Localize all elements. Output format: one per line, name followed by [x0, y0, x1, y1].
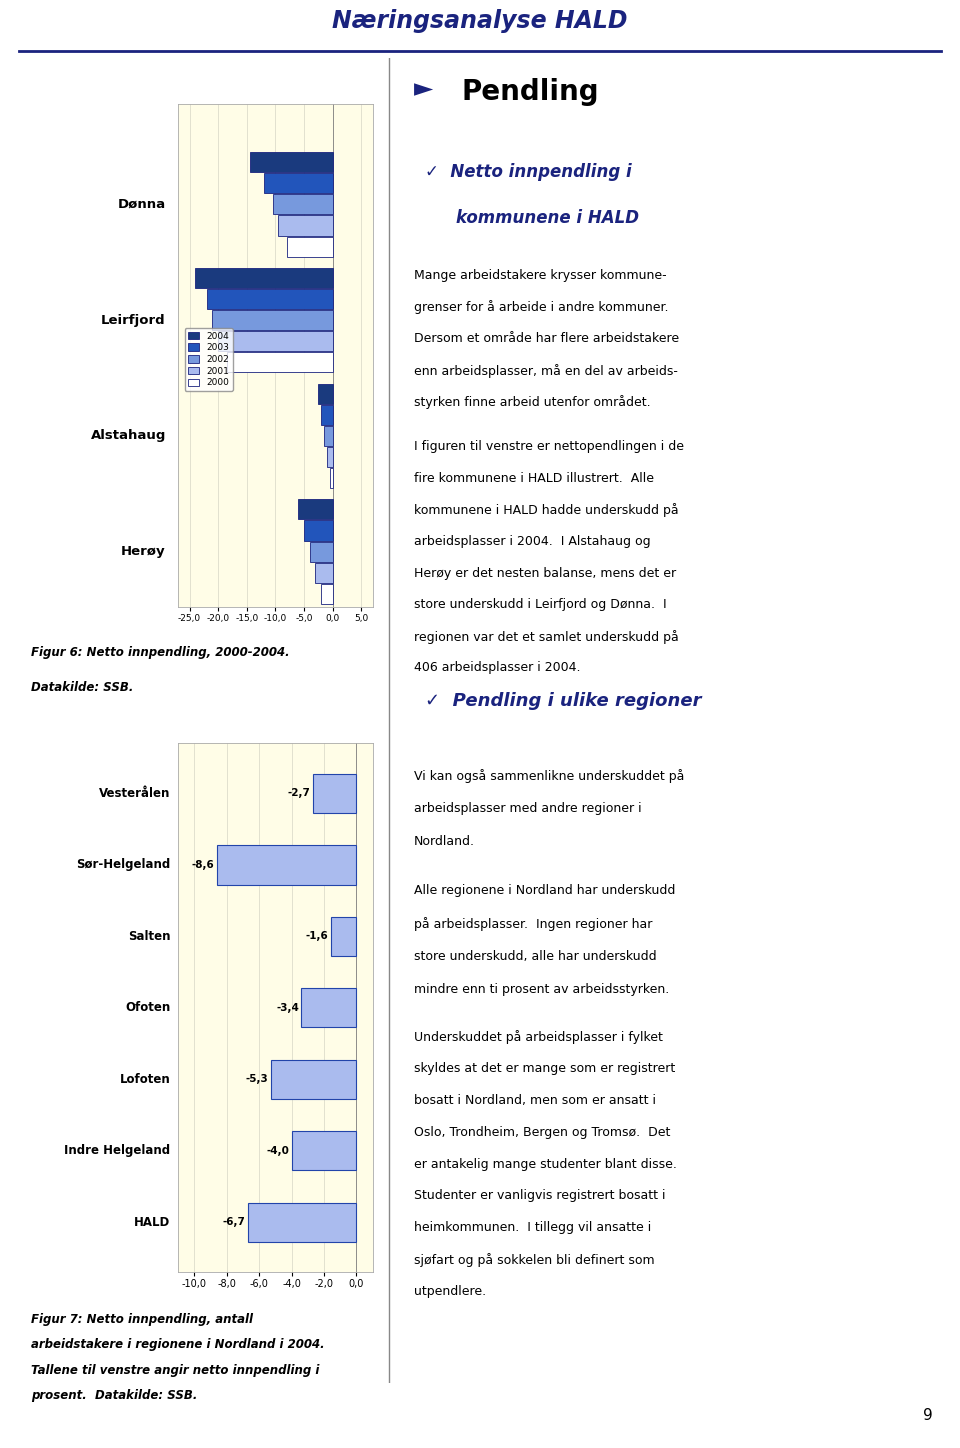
Text: Mange arbeidstakere krysser kommune-: Mange arbeidstakere krysser kommune-	[414, 269, 666, 282]
Text: Figur 7: Netto innpendling, antall: Figur 7: Netto innpendling, antall	[31, 1313, 253, 1326]
Bar	[299, 500, 332, 520]
Bar	[301, 988, 356, 1028]
Text: skyldes at det er mange som er registrert: skyldes at det er mange som er registrer…	[414, 1061, 675, 1074]
Text: Vi kan også sammenlikne underskuddet på: Vi kan også sammenlikne underskuddet på	[414, 769, 684, 783]
Bar	[218, 332, 332, 352]
Text: bosatt i Nordland, men som er ansatt i: bosatt i Nordland, men som er ansatt i	[414, 1093, 656, 1106]
Bar	[195, 268, 332, 288]
Text: Alstahaug: Alstahaug	[90, 430, 166, 443]
Text: -6,7: -6,7	[223, 1218, 246, 1228]
Text: arbeidsplasser i 2004.  I Alstahaug og: arbeidsplasser i 2004. I Alstahaug og	[414, 534, 651, 547]
Text: -1,6: -1,6	[305, 931, 328, 941]
Text: HALD: HALD	[134, 1216, 171, 1229]
Bar	[292, 1131, 356, 1170]
Text: Næringsanalyse HALD: Næringsanalyse HALD	[332, 10, 628, 33]
Text: arbeidsplasser med andre regioner i: arbeidsplasser med andre regioner i	[414, 802, 641, 815]
Bar	[304, 520, 332, 540]
Bar	[248, 1202, 356, 1242]
Text: Indre Helgeland: Indre Helgeland	[64, 1144, 171, 1157]
Text: 406 arbeidsplasser i 2004.: 406 arbeidsplasser i 2004.	[414, 662, 581, 675]
Text: -8,6: -8,6	[192, 860, 215, 870]
Text: -3,4: -3,4	[276, 1003, 299, 1012]
Text: Nordland.: Nordland.	[414, 835, 475, 849]
Bar	[316, 563, 332, 584]
Text: 9: 9	[924, 1407, 933, 1423]
Text: på arbeidsplasser.  Ingen regioner har: på arbeidsplasser. Ingen regioner har	[414, 917, 652, 931]
Text: ✓  Netto innpendling i: ✓ Netto innpendling i	[424, 164, 632, 181]
Text: Studenter er vanligvis registrert bosatt i: Studenter er vanligvis registrert bosatt…	[414, 1189, 665, 1202]
Bar	[287, 236, 332, 256]
Text: store underskudd i Leirfjord og Dønna.  I: store underskudd i Leirfjord og Dønna. I	[414, 598, 666, 611]
Bar	[322, 584, 332, 604]
Text: Ofoten: Ofoten	[125, 1002, 171, 1014]
Text: er antakelig mange studenter blant disse.: er antakelig mange studenter blant disse…	[414, 1157, 677, 1170]
Text: Alle regionene i Nordland har underskudd: Alle regionene i Nordland har underskudd	[414, 883, 675, 896]
Text: prosent.  Datakilde: SSB.: prosent. Datakilde: SSB.	[31, 1389, 198, 1402]
Text: -5,3: -5,3	[246, 1074, 268, 1085]
Bar	[271, 1060, 356, 1099]
Bar	[310, 542, 332, 562]
Text: Herøy er det nesten balanse, mens det er: Herøy er det nesten balanse, mens det er	[414, 566, 676, 579]
Bar	[327, 447, 332, 468]
Bar	[273, 194, 332, 214]
Text: Dønna: Dønna	[118, 198, 166, 211]
Text: Salten: Salten	[128, 930, 171, 943]
Text: Lofoten: Lofoten	[120, 1073, 171, 1086]
Text: Leirfjord: Leirfjord	[101, 314, 166, 327]
Text: Tallene til venstre angir netto innpendling i: Tallene til venstre angir netto innpendl…	[31, 1364, 320, 1377]
Text: enn arbeidsplasser, må en del av arbeids-: enn arbeidsplasser, må en del av arbeids…	[414, 363, 678, 378]
Bar	[322, 404, 332, 424]
Text: styrken finne arbeid utenfor området.: styrken finne arbeid utenfor området.	[414, 395, 651, 410]
Text: Sør-Helgeland: Sør-Helgeland	[76, 859, 171, 872]
Text: Vesterålen: Vesterålen	[99, 786, 171, 799]
Text: utpendlere.: utpendlere.	[414, 1284, 486, 1297]
Text: Datakilde: SSB.: Datakilde: SSB.	[31, 681, 133, 694]
Bar	[330, 917, 356, 956]
Bar	[217, 846, 356, 885]
Text: store underskudd, alle har underskudd: store underskudd, alle har underskudd	[414, 950, 657, 963]
Bar	[329, 468, 332, 488]
Bar	[212, 310, 332, 330]
Bar	[264, 174, 332, 193]
Bar	[227, 352, 332, 372]
Text: mindre enn ti prosent av arbeidsstyrken.: mindre enn ti prosent av arbeidsstyrken.	[414, 983, 669, 996]
Bar	[319, 384, 332, 404]
Text: -2,7: -2,7	[287, 788, 310, 798]
Bar	[206, 290, 332, 308]
Text: Dersom et område har flere arbeidstakere: Dersom et område har flere arbeidstakere	[414, 332, 679, 345]
Text: arbeidstakere i regionene i Nordland i 2004.: arbeidstakere i regionene i Nordland i 2…	[31, 1338, 324, 1351]
Text: I figuren til venstre er nettopendlingen i de: I figuren til venstre er nettopendlingen…	[414, 440, 684, 453]
Text: fire kommunene i HALD illustrert.  Alle: fire kommunene i HALD illustrert. Alle	[414, 472, 654, 485]
Text: Herøy: Herøy	[121, 544, 166, 557]
Text: regionen var det et samlet underskudd på: regionen var det et samlet underskudd på	[414, 630, 679, 644]
Bar	[250, 152, 332, 172]
Legend: 2004, 2003, 2002, 2001, 2000: 2004, 2003, 2002, 2001, 2000	[184, 329, 232, 391]
Text: sjøfart og på sokkelen bli definert som: sjøfart og på sokkelen bli definert som	[414, 1253, 655, 1267]
Text: grenser for å arbeide i andre kommuner.: grenser for å arbeide i andre kommuner.	[414, 300, 668, 314]
Bar	[324, 426, 332, 446]
Text: ✓  Pendling i ulike regioner: ✓ Pendling i ulike regioner	[424, 692, 701, 711]
Text: Oslo, Trondheim, Bergen og Tromsø.  Det: Oslo, Trondheim, Bergen og Tromsø. Det	[414, 1125, 670, 1138]
Bar	[278, 216, 332, 236]
Text: Figur 6: Netto innpendling, 2000-2004.: Figur 6: Netto innpendling, 2000-2004.	[31, 646, 290, 659]
Text: kommunene i HALD: kommunene i HALD	[457, 210, 639, 227]
Text: ►: ►	[414, 78, 433, 101]
Text: Pendling: Pendling	[462, 78, 599, 106]
Text: kommunene i HALD hadde underskudd på: kommunene i HALD hadde underskudd på	[414, 504, 679, 517]
Text: heimkommunen.  I tillegg vil ansatte i: heimkommunen. I tillegg vil ansatte i	[414, 1221, 651, 1234]
Text: -4,0: -4,0	[266, 1145, 289, 1156]
Text: Underskuddet på arbeidsplasser i fylket: Underskuddet på arbeidsplasser i fylket	[414, 1030, 662, 1044]
Bar	[313, 773, 356, 814]
